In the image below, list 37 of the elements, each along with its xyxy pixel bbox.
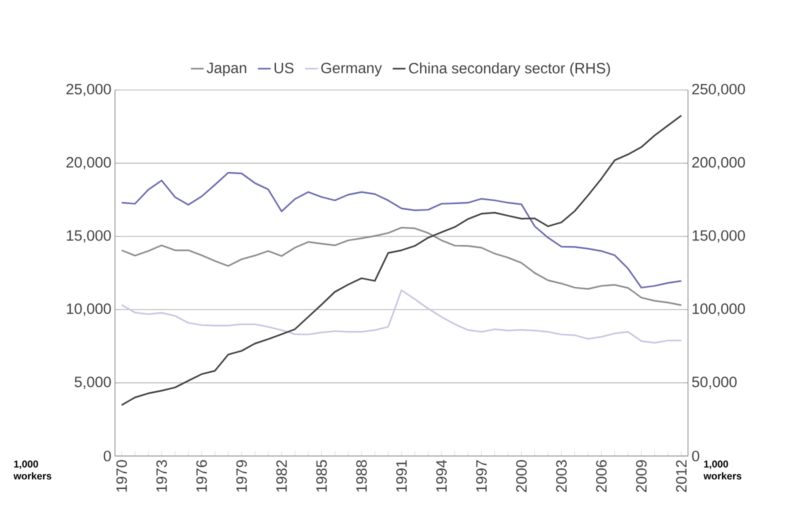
- y-tick-label: 0: [104, 450, 111, 462]
- legend-label: Japan: [206, 62, 246, 76]
- x-tick-label: 1976: [196, 460, 207, 492]
- line-series: [120, 289, 682, 344]
- x-tick-label: 2009: [636, 460, 647, 492]
- x-tick-label: 1970: [116, 460, 127, 492]
- y2-tick-label: 250,000: [692, 84, 745, 96]
- y2-tick-label: 0: [692, 450, 700, 462]
- x-tick-label: 1985: [316, 460, 327, 492]
- y-tick-label: 15,000: [66, 230, 111, 243]
- x-tick-label: 1991: [396, 460, 407, 492]
- y-tick-label: 10,000: [66, 303, 111, 316]
- line-series: [120, 172, 682, 288]
- x-tick-label: 1988: [356, 460, 367, 492]
- legend-label: Germany: [321, 62, 382, 76]
- x-tick-label: 1994: [436, 460, 447, 492]
- legend-label: China secondary sector (RHS): [409, 62, 610, 76]
- line-series: [120, 226, 682, 306]
- y2-tick-label: 50,000: [692, 376, 737, 389]
- legend-label: US: [274, 62, 294, 74]
- line-series: [120, 114, 682, 406]
- y-tick-label: 25,000: [66, 84, 111, 96]
- y2-axis-title: 1,000 workers: [704, 460, 742, 480]
- y-tick-label: 5,000: [74, 376, 111, 389]
- x-tick-label: 2000: [516, 460, 527, 492]
- x-tick-label: 1997: [476, 460, 487, 492]
- x-tick-label: 2006: [596, 460, 607, 492]
- x-tick-label: 1979: [236, 460, 247, 492]
- y-axis-title: 1,000 workers: [13, 460, 52, 480]
- y2-tick-label: 100,000: [692, 303, 745, 316]
- y-tick-label: 20,000: [66, 157, 111, 170]
- x-tick-label: 1982: [276, 460, 287, 492]
- y2-tick-label: 150,000: [692, 230, 745, 243]
- x-tick-label: 2012: [676, 460, 687, 492]
- y2-tick-label: 200,000: [692, 157, 745, 170]
- x-tick-label: 2003: [556, 460, 567, 492]
- x-tick-label: 1973: [156, 460, 167, 492]
